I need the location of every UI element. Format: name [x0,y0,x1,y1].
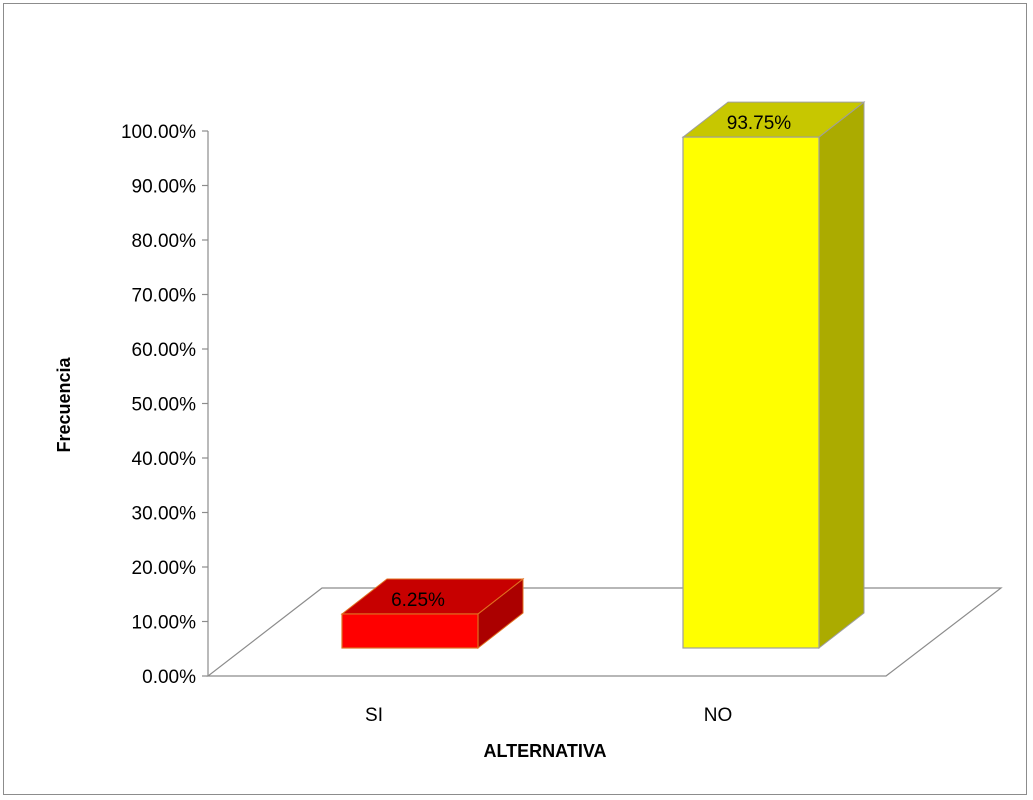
y-tick-label: 90.00% [132,177,197,198]
x-tick-label: NO [704,705,733,726]
bar-front [341,613,479,649]
y-tick-label: 20.00% [132,558,197,579]
y-tick-label: 100.00% [121,122,196,143]
x-tick-label: SI [365,705,383,726]
y-tick-label: 80.00% [132,231,197,252]
bars [340,101,866,650]
x-axis-title: ALTERNATIVA [484,741,607,761]
y-tick-label: 70.00% [132,286,197,307]
data-labels: 6.25% SI 93.75% NO [365,113,791,726]
y-tick-label: 30.00% [132,504,197,525]
bar-side [818,101,865,650]
chart-floor [206,587,1003,677]
y-tick-label: 40.00% [132,449,197,470]
y-tick-label: 60.00% [132,340,197,361]
y-axis-title: Frecuencia [54,356,74,452]
bar-front [682,136,820,649]
y-tick-label: 50.00% [132,395,197,416]
y-tick-label: 0.00% [142,667,196,688]
data-label: 6.25% [391,590,445,611]
data-label: 93.75% [727,113,792,134]
y-tick-label: 10.00% [132,613,197,634]
y-axis: 0.00% 10.00% 20.00% 30.00% 40.00% 50.00% 60.00… [121,122,209,688]
bar-no [681,101,866,650]
bar-si [340,577,525,650]
floor-plane [206,587,1003,677]
